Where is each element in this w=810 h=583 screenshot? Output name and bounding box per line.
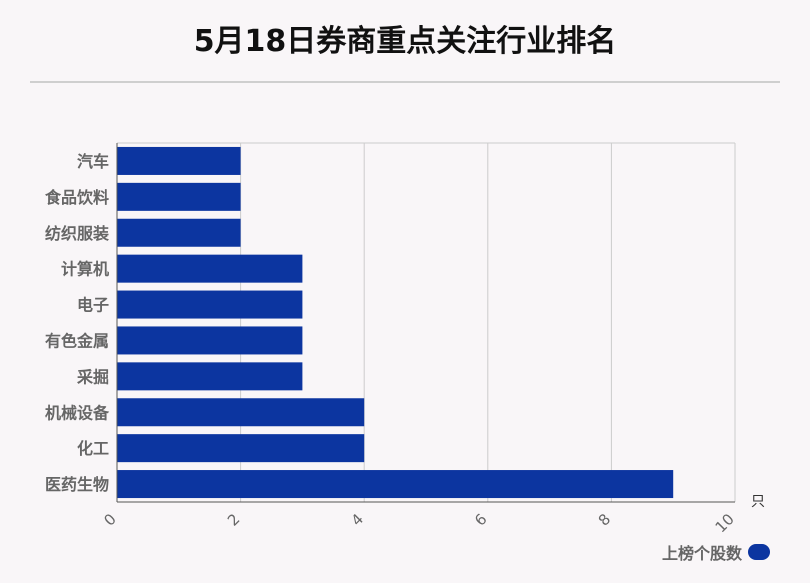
category-label: 有色金属 — [45, 331, 109, 350]
x-tick-label: 6 — [471, 510, 490, 529]
x-unit-label: 只 — [751, 494, 765, 510]
bar-3 — [117, 254, 303, 283]
category-label: 采掘 — [76, 367, 109, 386]
bar-5 — [117, 326, 303, 355]
category-label: 食品饮料 — [44, 188, 109, 207]
title-divider — [30, 81, 780, 83]
category-label: 汽车 — [77, 152, 109, 171]
x-tick-label: 0 — [100, 510, 119, 529]
legend-label: 上榜个股数 — [661, 544, 742, 563]
category-label: 纺织服装 — [45, 224, 109, 243]
x-tick-label: 10 — [712, 510, 738, 536]
legend-swatch — [748, 544, 770, 560]
bar-7 — [117, 398, 365, 427]
bar-1 — [117, 182, 241, 211]
x-tick-label: 2 — [224, 510, 243, 529]
bar-6 — [117, 362, 303, 391]
bar-8 — [117, 434, 365, 463]
bar-9 — [117, 470, 674, 499]
bar-4 — [117, 290, 303, 319]
category-label: 医药生物 — [45, 475, 109, 494]
bar-0 — [117, 146, 241, 175]
legend: 上榜个股数 — [662, 540, 770, 564]
category-label: 电子 — [77, 296, 109, 315]
category-label: 计算机 — [61, 260, 109, 279]
x-tick-label: 4 — [348, 510, 367, 529]
category-label: 机械设备 — [45, 403, 110, 422]
chart-title: 5月18日券商重点关注行业排名 — [193, 24, 617, 59]
bar-2 — [117, 218, 241, 247]
category-label: 化工 — [77, 439, 109, 458]
x-tick-label: 8 — [595, 510, 614, 529]
